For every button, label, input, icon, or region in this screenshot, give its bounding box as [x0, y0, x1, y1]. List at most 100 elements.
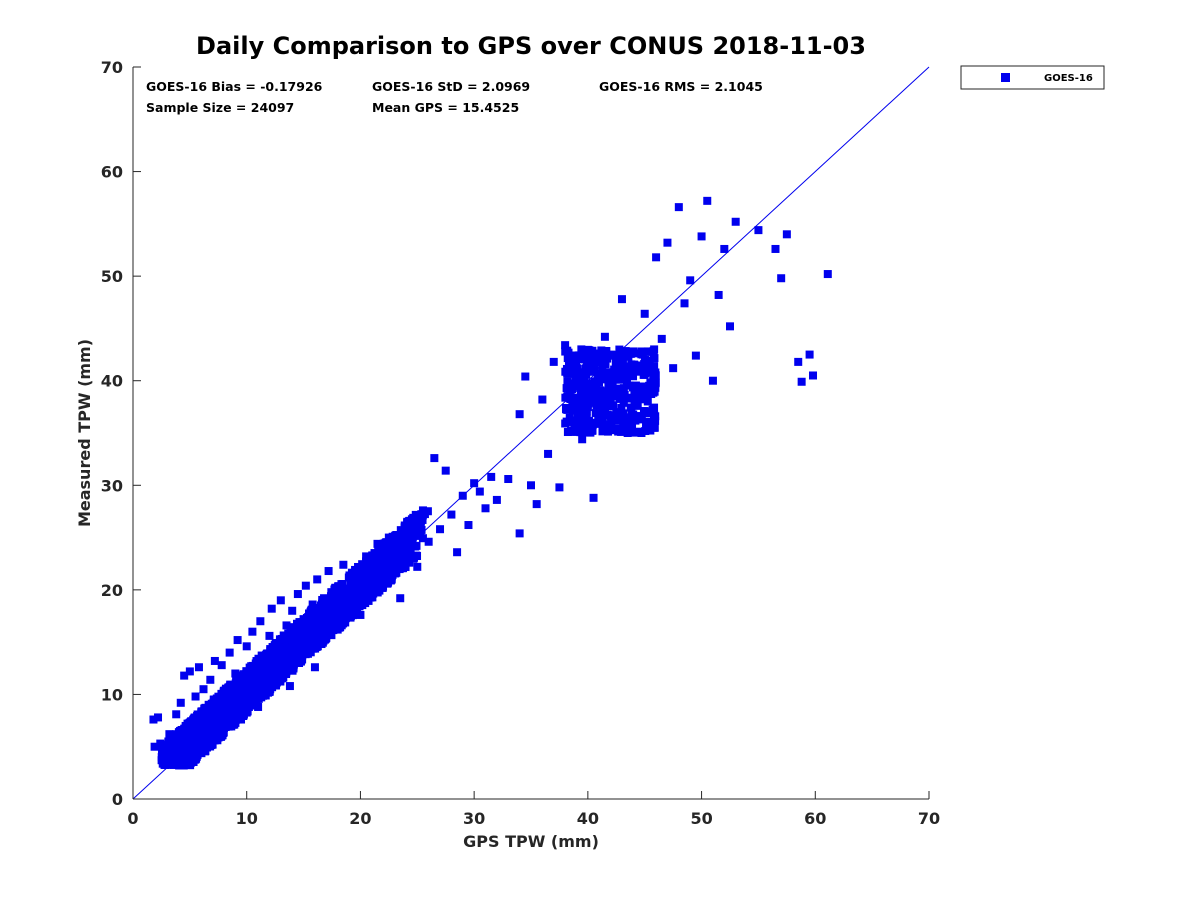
scatter-point — [573, 353, 582, 362]
x-tick-label: 50 — [690, 809, 712, 828]
y-tick-label: 40 — [101, 372, 123, 391]
scatter-point — [407, 532, 416, 541]
scatter-point — [669, 364, 678, 373]
scatter-point — [242, 642, 251, 651]
scatter-point — [304, 613, 313, 622]
scatter-point — [573, 414, 582, 423]
scatter-point — [651, 416, 660, 425]
scatter-point — [413, 562, 422, 571]
scatter-point — [231, 669, 240, 678]
scatter-point — [197, 707, 206, 716]
scatter-point — [345, 571, 354, 580]
scatter-point — [190, 741, 199, 750]
scatter-point — [395, 543, 404, 552]
scatter-point — [597, 374, 606, 383]
scatter-point — [194, 663, 203, 672]
scatter-point — [382, 547, 391, 556]
scatter-point — [600, 420, 609, 429]
scatter-point — [374, 553, 383, 562]
scatter-point — [373, 578, 382, 587]
scatter-point — [544, 449, 553, 458]
scatter-point — [589, 390, 598, 399]
scatter-point — [222, 700, 231, 709]
scatter-point — [373, 539, 382, 548]
scatter-point — [515, 529, 524, 538]
scatter-point — [599, 405, 608, 414]
scatter-point — [650, 362, 659, 371]
scatter-point — [566, 353, 575, 362]
scatter-point — [648, 405, 657, 414]
scatter-point — [254, 677, 263, 686]
scatter-point — [382, 538, 391, 547]
scatter-point — [267, 651, 276, 660]
scatter-point — [167, 757, 176, 766]
scatter-point — [347, 581, 356, 590]
scatter-point — [642, 421, 651, 430]
scatter-point — [278, 670, 287, 679]
scatter-point — [579, 421, 588, 430]
scatter-point — [387, 541, 396, 550]
scatter-point — [397, 550, 406, 559]
scatter-point — [375, 569, 384, 578]
scatter-point — [584, 416, 593, 425]
scatter-point — [615, 345, 624, 354]
scatter-point — [313, 575, 322, 584]
scatter-point — [233, 636, 242, 645]
scatter-point — [390, 547, 399, 556]
scatter-point — [197, 717, 206, 726]
scatter-point — [643, 347, 652, 356]
scatter-point — [605, 399, 614, 408]
scatter-point — [318, 612, 327, 621]
scatter-point — [277, 650, 286, 659]
scatter-point — [624, 425, 633, 434]
scatter-point — [308, 600, 317, 609]
scatter-point — [650, 354, 659, 363]
scatter-point — [399, 530, 408, 539]
scatter-point — [295, 618, 304, 627]
scatter-point — [186, 746, 195, 755]
scatter-point — [603, 410, 612, 419]
scatter-point — [647, 390, 656, 399]
scatter-point — [396, 594, 405, 603]
scatter-point — [720, 244, 729, 253]
scatter-point — [584, 399, 593, 408]
scatter-point — [691, 351, 700, 360]
scatter-point — [574, 401, 583, 410]
scatter-point — [268, 643, 277, 652]
y-tick-label: 0 — [112, 790, 123, 809]
scatter-point — [159, 755, 168, 764]
scatter-point — [210, 656, 219, 665]
scatter-point — [216, 704, 225, 713]
scatter-point — [234, 701, 243, 710]
scatter-point — [651, 368, 660, 377]
scatter-point — [652, 253, 661, 262]
scatter-point — [643, 407, 652, 416]
scatter-point — [627, 407, 636, 416]
legend: GOES-16 — [960, 65, 1105, 90]
scatter-point — [481, 504, 490, 513]
scatter-point — [577, 407, 586, 416]
scatter-point — [316, 604, 325, 613]
scatter-point — [256, 617, 265, 626]
scatter-point — [617, 295, 626, 304]
scatter-point — [150, 742, 159, 751]
scatter-point — [555, 483, 564, 492]
scatter-point — [160, 760, 169, 769]
scatter-point — [430, 454, 439, 463]
scatter-point — [571, 361, 580, 370]
scatter-point — [385, 565, 394, 574]
scatter-point — [599, 347, 608, 356]
scatter-point — [611, 358, 620, 367]
scatter-point — [823, 270, 832, 279]
scatter-point — [396, 556, 405, 565]
scatter-point — [562, 384, 571, 393]
x-tick-label: 30 — [463, 809, 485, 828]
scatter-point — [532, 500, 541, 509]
scatter-point — [230, 703, 239, 712]
y-tick-label: 30 — [101, 476, 123, 495]
scatter-point — [336, 596, 345, 605]
scatter-point — [361, 599, 370, 608]
stat-bias: GOES-16 Bias = -0.17926 — [146, 79, 323, 94]
scatter-point — [310, 663, 319, 672]
scatter-point — [618, 355, 627, 364]
